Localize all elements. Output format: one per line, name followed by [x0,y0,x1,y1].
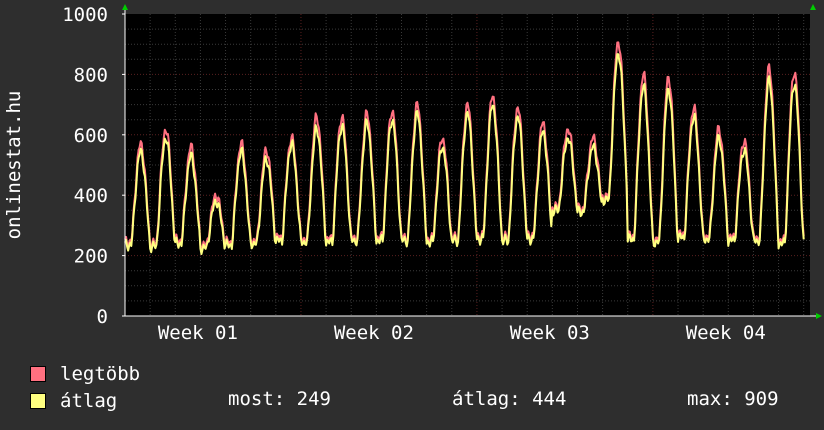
y-tick-label: 1000 [62,4,108,26]
x-tick-label: Week 04 [686,322,766,344]
stat-maximum: max: 909 [687,388,779,410]
legend-item-avg: átlag [30,390,117,412]
corner-arrow-icon [810,4,816,10]
legend-swatch-max [30,366,46,382]
series-line-avg [124,53,805,256]
y-axis-arrow-icon [122,4,128,10]
x-tick-label: Week 02 [334,322,414,344]
legend-swatch-avg [30,393,46,409]
x-tick-label: Week 01 [158,322,238,344]
grid [124,14,810,316]
legend-label-avg: átlag [60,390,118,412]
y-axis-label: onlinestat.hu [3,91,25,240]
y-tick-label: 200 [74,246,108,268]
stat-average: átlag: 444 [452,388,567,410]
stat-current: most: 249 [228,388,331,410]
legend-label-max: legtöbb [60,363,141,385]
axes [122,4,822,319]
x-tick-labels: Week 01 Week 02 Week 03 Week 04 [158,322,766,344]
series-lines [124,41,805,256]
legend-item-max: legtöbb [30,363,140,385]
y-tick-label: 800 [74,64,108,86]
y-tick-label: 600 [74,125,108,147]
x-tick-label: Week 03 [510,322,590,344]
y-tick-label: 0 [97,306,108,328]
y-tick-labels: 0 200 400 600 800 1000 [62,4,125,328]
x-axis-arrow-icon [816,313,822,319]
y-tick-label: 400 [74,185,108,207]
